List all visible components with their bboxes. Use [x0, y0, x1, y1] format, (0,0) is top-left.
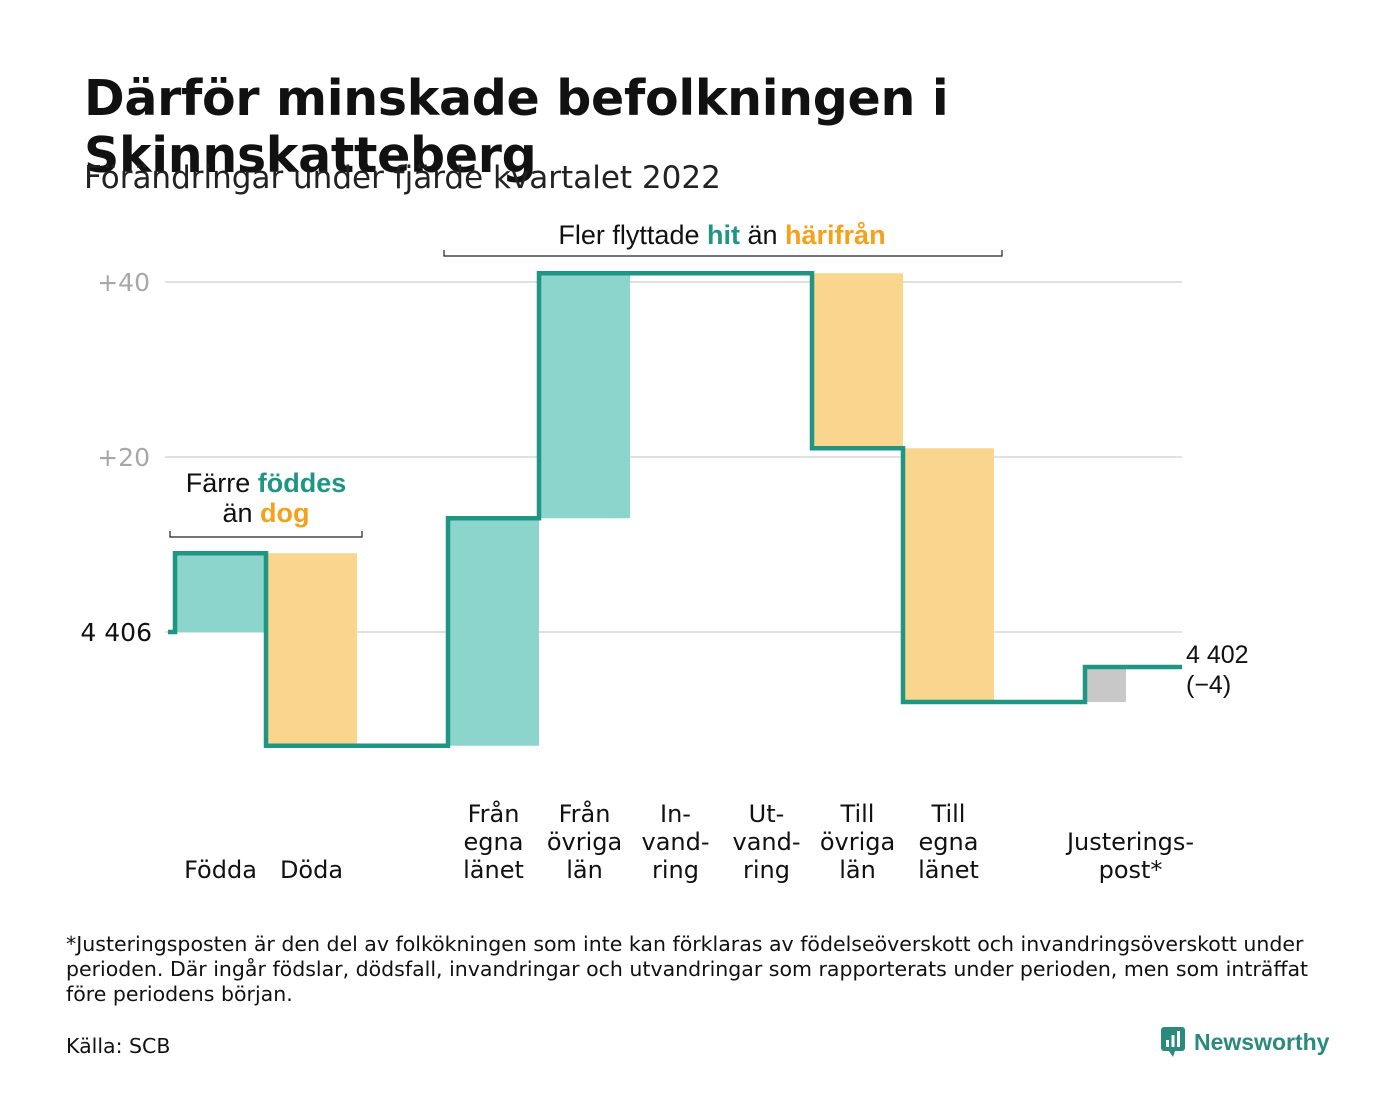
category-label: post* [1099, 856, 1163, 884]
y-tick-label: +40 [97, 268, 150, 297]
category-label: övriga [820, 828, 895, 856]
waterfall-bar [448, 518, 539, 746]
chart-title: Därför minskade befolkningen i Skinnskat… [84, 70, 949, 184]
waterfall-step-line [168, 271, 1182, 748]
brand-name: Newsworthy [1194, 1028, 1330, 1055]
annotation-text: än [740, 220, 785, 250]
waterfall-bar [1085, 667, 1126, 702]
category-label: länet [918, 856, 979, 884]
end-value-label: 4 402 [1186, 641, 1249, 669]
start-value-label: 4 406 [80, 618, 152, 647]
category-label: Till [840, 800, 875, 828]
svg-text:Fler flyttade hit än härifrån: Fler flyttade hit än härifrån [558, 220, 885, 250]
waterfall-bar [903, 448, 994, 702]
births-deaths-annotation: Färre föddes än dog [169, 468, 363, 538]
category-label: Döda [280, 856, 343, 884]
category-label: övriga [547, 828, 622, 856]
waterfall-bar [175, 553, 266, 632]
annotation-text: Färre [186, 468, 258, 498]
annotation-text: Fler flyttade [558, 220, 707, 250]
category-label: vand- [641, 828, 709, 856]
category-label: län [566, 856, 603, 884]
category-label: Från [468, 799, 520, 828]
annotation-text: än [222, 498, 260, 528]
category-label: egna [919, 828, 979, 856]
newsworthy-logo-icon [1161, 1027, 1185, 1057]
category-label: länet [463, 856, 524, 884]
line-layer [168, 271, 1182, 748]
category-label: vand- [732, 828, 800, 856]
waterfall-bar [266, 553, 357, 746]
annotation-highlight-deaths: dog [260, 498, 309, 528]
source-label: Källa: SCB [66, 1034, 171, 1058]
annotation-bracket [169, 531, 363, 538]
category-label: Födda [184, 856, 257, 884]
bar-layer [175, 273, 1126, 746]
category-label: ring [652, 856, 699, 884]
svg-text:än dog: än dog [222, 498, 309, 528]
footnote: *Justeringsposten är den del av folkökni… [66, 932, 1309, 1006]
waterfall-bar [812, 273, 903, 449]
annotation-highlight-hit: hit [707, 220, 740, 250]
category-label: ring [743, 856, 790, 884]
end-change-label: (−4) [1186, 671, 1231, 699]
category-label: län [839, 856, 876, 884]
y-tick-label: +20 [97, 443, 150, 472]
category-label: egna [464, 828, 524, 856]
category-label: In- [660, 800, 691, 828]
annotation-highlight-births: föddes [258, 468, 347, 498]
svg-text:Färre föddes: Färre föddes [186, 468, 347, 498]
brand-logo: Newsworthy [1160, 1026, 1329, 1058]
category-label: Från [559, 799, 611, 828]
category-label: Ut- [749, 800, 785, 828]
category-label: Till [931, 800, 966, 828]
migration-annotation: Fler flyttade hit än härifrån [443, 220, 1003, 257]
grid-layer: +20 +40 [97, 268, 1182, 633]
annotation-highlight-harifran: härifrån [785, 220, 886, 250]
chart-subtitle: Förändringar under fjärde kvartalet 2022 [84, 160, 721, 196]
category-label: Justerings- [1065, 828, 1194, 856]
waterfall-bar [539, 273, 630, 519]
annotation-bracket [443, 250, 1003, 257]
